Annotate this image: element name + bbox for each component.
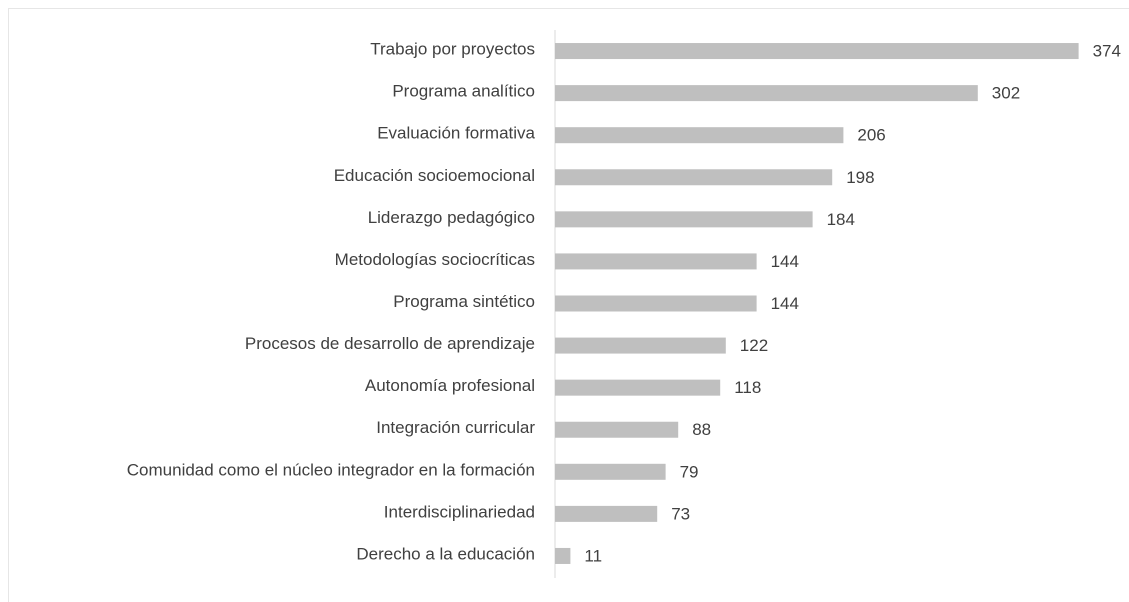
value-label: 11 (584, 546, 602, 565)
value-label: 88 (692, 420, 711, 439)
value-label: 73 (671, 504, 690, 523)
bar (555, 463, 666, 480)
value-label: 206 (857, 126, 885, 145)
bar (555, 211, 813, 228)
value-label: 374 (1093, 42, 1121, 61)
bar (555, 337, 726, 354)
value-label: 79 (680, 462, 699, 481)
category-label: Comunidad como el núcleo integrador en l… (127, 460, 535, 479)
category-label: Derecho a la educación (356, 544, 535, 563)
category-label: Educación socioemocional (334, 166, 535, 185)
category-label: Procesos de desarrollo de aprendizaje (245, 334, 535, 353)
category-label: Integración curricular (376, 418, 535, 437)
category-label: Metodologías sociocríticas (335, 250, 535, 269)
value-label: 198 (846, 168, 874, 187)
category-label: Autonomía profesional (365, 376, 535, 395)
bar (555, 253, 757, 270)
category-label: Trabajo por proyectos (370, 40, 535, 59)
category-label: Evaluación formativa (377, 124, 535, 143)
bar (555, 379, 721, 396)
bar (555, 127, 844, 144)
value-label: 122 (740, 336, 768, 355)
bar (555, 85, 978, 102)
category-label: Programa analítico (392, 82, 535, 101)
bar (555, 169, 833, 186)
value-label: 302 (992, 84, 1020, 103)
value-label: 118 (734, 378, 761, 397)
chart-frame (8, 8, 1129, 602)
value-label: 144 (771, 294, 799, 313)
category-label: Interdisciplinariedad (384, 502, 535, 521)
bar (555, 547, 571, 564)
bar (555, 505, 658, 522)
bar (555, 421, 679, 438)
bar (555, 295, 757, 312)
category-label: Programa sintético (393, 292, 535, 311)
bar (555, 43, 1079, 60)
value-label: 144 (771, 252, 799, 271)
category-label: Liderazgo pedagógico (368, 208, 535, 227)
value-label: 184 (827, 210, 855, 229)
